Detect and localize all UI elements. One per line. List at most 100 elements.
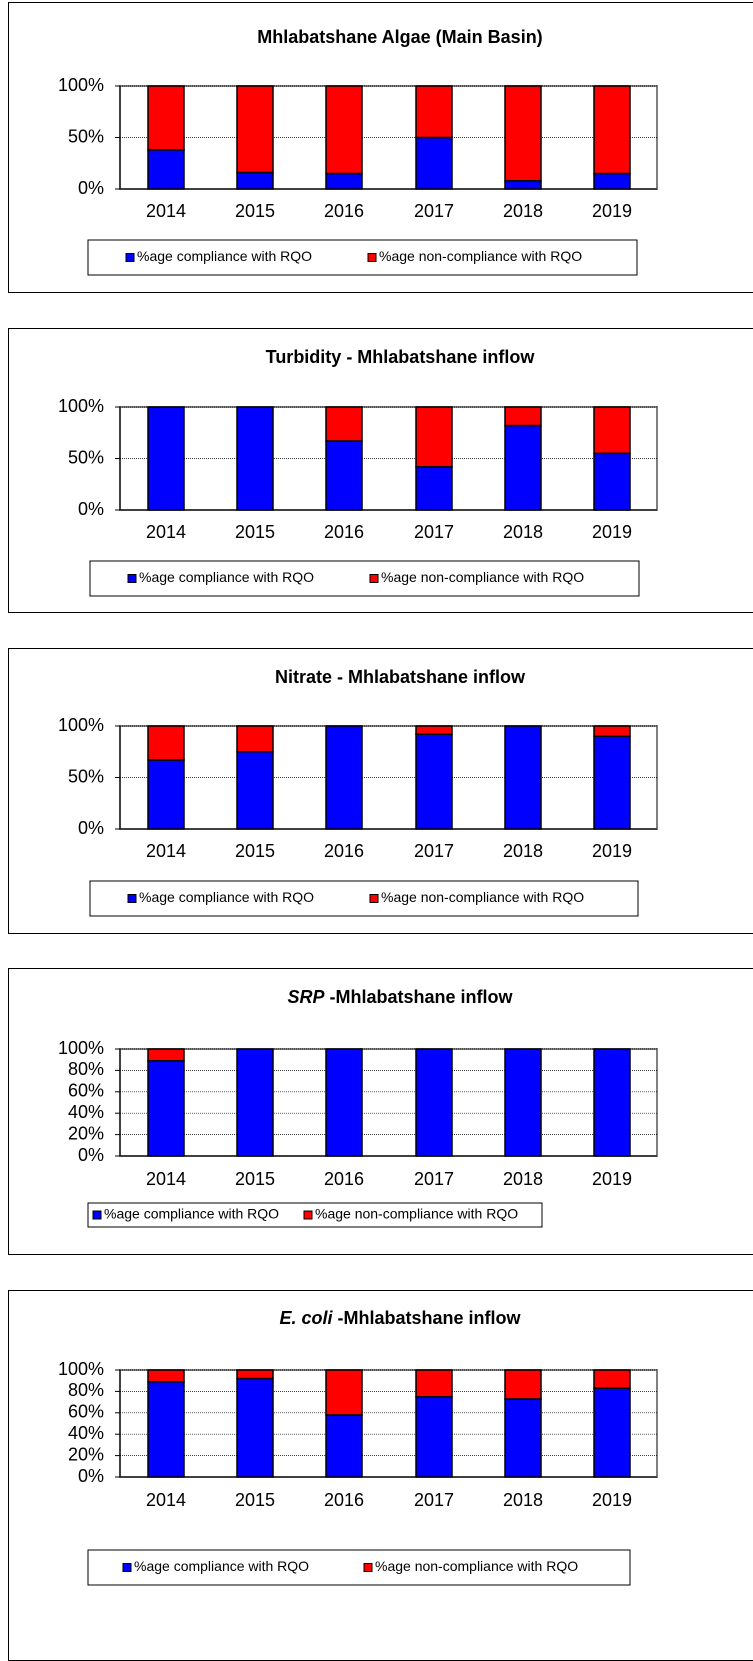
x-tick-label: 2015 <box>235 841 275 861</box>
bar-segment <box>415 725 453 735</box>
plot-area <box>119 1369 658 1478</box>
chart-title-italic: SRP <box>287 987 325 1007</box>
x-tick-label: 2018 <box>503 1490 543 1510</box>
bar-segment <box>415 406 453 468</box>
x-tick-label: 2016 <box>324 1169 364 1189</box>
legend-label: %age compliance with RQO <box>139 889 314 905</box>
x-tick-label: 2016 <box>324 522 364 542</box>
chart-title-text: -Mhlabatshane inflow <box>338 1308 522 1328</box>
x-tick-label: 2017 <box>414 1490 454 1510</box>
legend-label: %age compliance with RQO <box>137 248 312 264</box>
bar-segment <box>236 1377 274 1478</box>
y-tick-label: 40% <box>68 1102 104 1122</box>
bar-segment <box>325 440 363 511</box>
bar-segment <box>147 85 185 151</box>
y-tick-label: 0% <box>78 818 104 838</box>
bar-segment <box>236 1369 274 1380</box>
y-tick-label: 100% <box>58 715 104 735</box>
legend-label: %age non-compliance with RQO <box>375 1558 578 1574</box>
bar-segment <box>593 172 631 190</box>
bar-segment <box>415 733 453 830</box>
bar-segment <box>593 1369 631 1389</box>
x-tick-label: 2015 <box>235 1490 275 1510</box>
legend-label: %age non-compliance with RQO <box>379 248 582 264</box>
legend-swatch <box>367 253 377 262</box>
legend-box <box>89 880 639 917</box>
x-tick-label: 2014 <box>146 1169 186 1189</box>
y-tick-label: 0% <box>78 1466 104 1486</box>
bar-segment <box>147 725 185 761</box>
bar-segment <box>504 1369 542 1400</box>
bar-segment <box>504 85 542 182</box>
bar-segment <box>147 759 185 830</box>
legend-swatch <box>127 574 137 583</box>
bar-segment <box>504 424 542 511</box>
x-tick-label: 2018 <box>503 841 543 861</box>
x-tick-label: 2019 <box>592 201 632 221</box>
y-tick-label: 50% <box>68 766 104 786</box>
y-tick-label: 80% <box>68 1380 104 1400</box>
y-tick-label: 60% <box>68 1402 104 1422</box>
bar-segment <box>415 465 453 511</box>
y-tick-label: 100% <box>58 75 104 95</box>
legend-swatch <box>122 1563 132 1572</box>
y-tick-label: 0% <box>78 178 104 198</box>
x-tick-label: 2019 <box>592 1169 632 1189</box>
legend-swatch <box>125 253 135 262</box>
x-tick-label: 2015 <box>235 201 275 221</box>
x-tick-label: 2017 <box>414 522 454 542</box>
x-tick-label: 2017 <box>414 1169 454 1189</box>
bar-segment <box>593 725 631 738</box>
bar-segment <box>147 1048 185 1062</box>
y-tick-label: 100% <box>58 1038 104 1058</box>
y-tick-label: 40% <box>68 1423 104 1443</box>
x-tick-label: 2017 <box>414 841 454 861</box>
y-tick-label: 20% <box>68 1123 104 1143</box>
x-tick-label: 2016 <box>324 1490 364 1510</box>
x-tick-label: 2017 <box>414 201 454 221</box>
x-tick-label: 2014 <box>146 522 186 542</box>
bar-segment <box>236 1048 274 1157</box>
bar-segment <box>593 1048 631 1157</box>
bar-segment <box>504 725 542 830</box>
bar-segment <box>593 406 631 455</box>
legend-box <box>87 1202 543 1228</box>
y-tick-label: 50% <box>68 126 104 146</box>
x-tick-label: 2015 <box>235 1169 275 1189</box>
y-tick-label: 50% <box>68 447 104 467</box>
bar-segment <box>415 1369 453 1398</box>
bar-segment <box>415 136 453 190</box>
bar-segment <box>325 1414 363 1478</box>
chart-title-text: Nitrate - Mhlabatshane inflow <box>275 667 526 687</box>
y-tick-label: 60% <box>68 1081 104 1101</box>
y-tick-label: 0% <box>78 499 104 519</box>
chart-title: SRP -Mhlabatshane inflow <box>287 987 513 1007</box>
y-tick-label: 100% <box>58 1359 104 1379</box>
legend-swatch <box>303 1210 313 1220</box>
bar-segment <box>236 751 274 830</box>
bar-segment <box>593 85 631 175</box>
bar-segment <box>504 180 542 190</box>
x-tick-label: 2016 <box>324 201 364 221</box>
x-tick-label: 2018 <box>503 201 543 221</box>
bar-segment <box>236 85 274 174</box>
bar-segment <box>147 1060 185 1157</box>
legend-label: %age compliance with RQO <box>139 569 314 585</box>
y-tick-label: 100% <box>58 396 104 416</box>
x-tick-label: 2019 <box>592 1490 632 1510</box>
bar-segment <box>147 1369 185 1383</box>
legend-swatch <box>369 894 379 903</box>
x-tick-label: 2014 <box>146 841 186 861</box>
legend-swatch <box>92 1210 102 1220</box>
chart-title: E. coli -Mhlabatshane inflow <box>279 1308 521 1328</box>
bar-segment <box>593 735 631 830</box>
bar-segment <box>504 1048 542 1157</box>
legend-box <box>89 560 640 597</box>
legend-label: %age non-compliance with RQO <box>381 889 584 905</box>
chart-title: Turbidity - Mhlabatshane inflow <box>266 347 536 367</box>
plot-area <box>119 1048 658 1157</box>
x-tick-label: 2018 <box>503 522 543 542</box>
y-tick-label: 80% <box>68 1059 104 1079</box>
bar-segment <box>325 725 363 830</box>
